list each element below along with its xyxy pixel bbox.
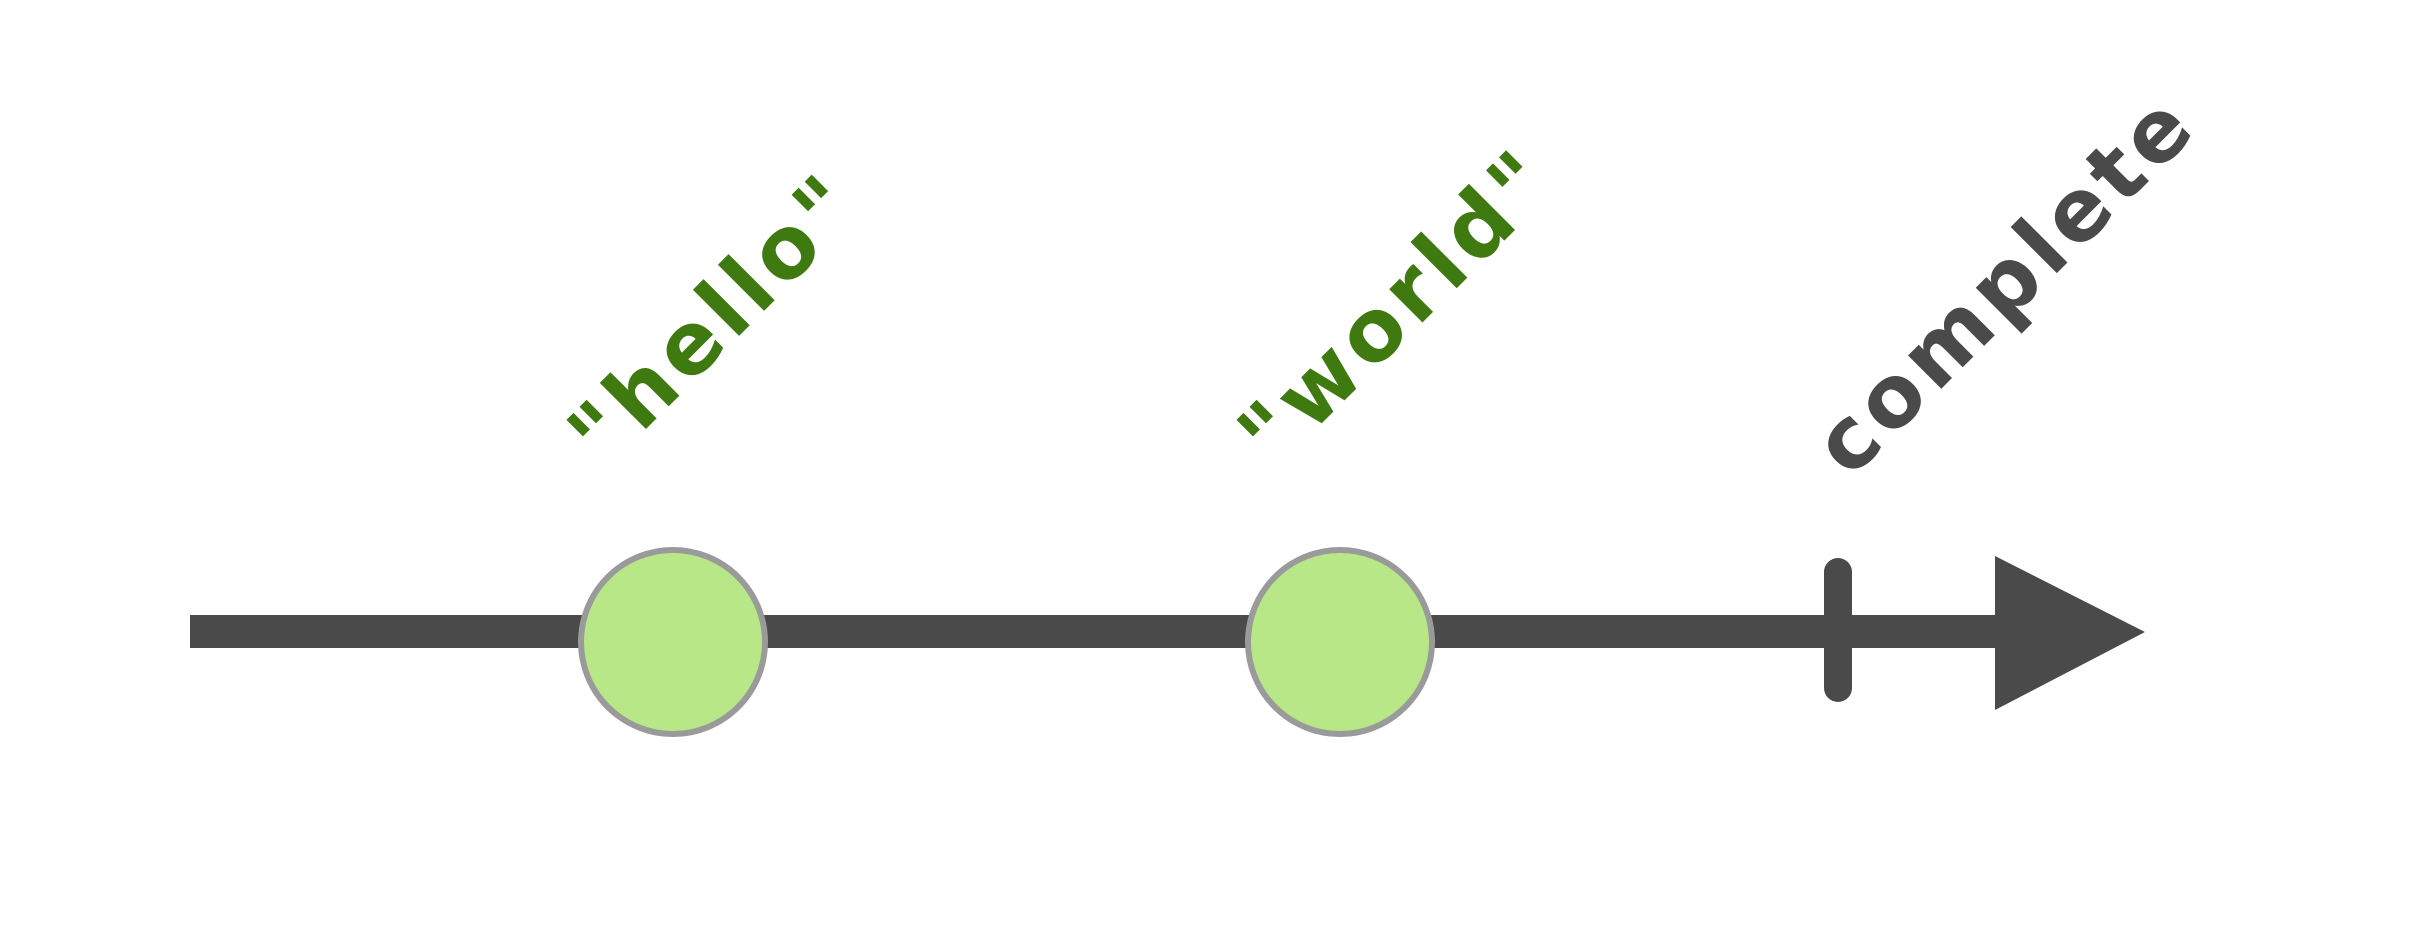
completion-label: complete [1794,73,2216,495]
timeline-arrowhead [1995,556,2145,710]
marble-hello [578,547,768,737]
timeline-axis [190,615,2000,648]
marble-world [1245,547,1435,737]
event-label-hello: "hello" [549,153,881,485]
event-label-world: "world" [1219,129,1575,485]
